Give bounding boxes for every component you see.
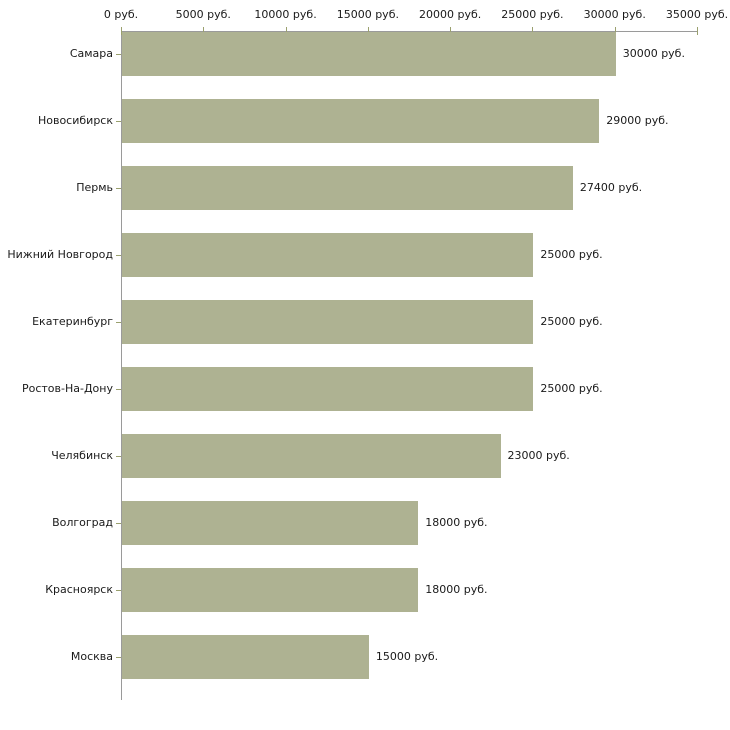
bar-row[interactable]: 18000 руб. Красноярск <box>45 568 697 612</box>
category-label: Ростов-На-Дону <box>21 382 113 395</box>
y-axis-tick <box>116 188 121 189</box>
bar-value-label: 23000 руб. <box>507 449 570 462</box>
category-label: Нижний Новгород <box>7 248 113 261</box>
bar-row[interactable]: 25000 руб. Ростов-На-Дону <box>22 367 697 411</box>
bar-value-label: 25000 руб. <box>540 315 603 328</box>
x-axis-tick-label: 30000 руб. <box>583 8 646 21</box>
y-axis-tick <box>116 389 121 390</box>
x-axis-tick <box>203 27 205 35</box>
x-axis-tick <box>285 27 287 35</box>
bar-row[interactable]: 23000 руб. Челябинск <box>51 434 697 478</box>
x-axis-tick <box>367 27 369 35</box>
bar-value-label: 30000 руб. <box>622 47 685 60</box>
x-axis-tick <box>532 27 534 35</box>
y-axis-tick <box>116 523 121 524</box>
bar[interactable] <box>122 568 419 612</box>
x-axis-tick-label: 15000 руб. <box>336 8 399 21</box>
y-axis-tick <box>116 255 121 256</box>
bar-value-label: 18000 руб. <box>425 583 488 596</box>
category-label: Москва <box>70 650 113 663</box>
bar-row[interactable]: 15000 руб. Москва <box>71 635 697 679</box>
bar[interactable] <box>122 501 419 545</box>
category-label: Екатеринбург <box>32 315 113 328</box>
category-label: Самара <box>69 47 113 60</box>
x-axis-tick <box>450 27 452 35</box>
y-axis-tick <box>116 590 121 591</box>
bar[interactable] <box>122 233 534 277</box>
y-axis-tick <box>116 657 121 658</box>
x-axis-tick-label: 10000 руб. <box>254 8 317 21</box>
bar-row[interactable]: 18000 руб. Волгоград <box>52 501 697 545</box>
x-axis-tick <box>614 27 616 35</box>
plot-area: 0 руб. 5000 руб. 10000 руб. 15000 руб. 20000… <box>7 9 728 700</box>
category-label: Челябинск <box>51 449 113 462</box>
y-axis-tick <box>116 121 121 122</box>
x-axis-tick <box>121 27 122 35</box>
x-axis-line <box>121 31 697 32</box>
bar-row[interactable]: 25000 руб. Екатеринбург <box>32 300 697 344</box>
bar-row[interactable]: 27400 руб. Пермь <box>76 166 697 210</box>
bar-value-label: 15000 руб. <box>375 650 439 663</box>
category-label: Новосибирск <box>37 114 113 127</box>
x-axis-tick-label: 0 руб. <box>103 8 139 21</box>
y-axis-line <box>121 31 122 700</box>
category-label: Красноярск <box>45 583 113 596</box>
bar-row[interactable]: 25000 руб. Нижний Новгород <box>7 233 697 277</box>
category-label: Пермь <box>76 181 113 194</box>
bar[interactable] <box>122 99 600 143</box>
x-axis-tick-label: 25000 руб. <box>501 8 564 21</box>
x-axis-tick-label: 35000 руб. <box>665 8 729 21</box>
y-axis-tick <box>116 322 121 323</box>
y-axis-tick <box>116 54 121 55</box>
bar-value-label: 27400 руб. <box>579 181 643 194</box>
x-axis-tick-label: 20000 руб. <box>419 8 482 21</box>
bar[interactable] <box>122 166 573 210</box>
bar[interactable] <box>122 300 534 344</box>
bar-row[interactable]: 29000 руб. Новосибирск <box>38 99 697 143</box>
bar-value-label: 18000 руб. <box>425 516 488 529</box>
category-label: Волгоград <box>52 516 113 529</box>
x-axis-tick-label: 5000 руб. <box>175 8 231 21</box>
bar-value-label: 29000 руб. <box>606 114 669 127</box>
bar[interactable] <box>122 367 534 411</box>
bar-value-label: 25000 руб. <box>540 382 603 395</box>
bar[interactable] <box>122 32 616 76</box>
y-axis-tick <box>116 456 121 457</box>
bar-row[interactable]: 30000 руб. Самара <box>70 32 697 76</box>
bar[interactable] <box>122 635 369 679</box>
bar-value-label: 25000 руб. <box>540 248 603 261</box>
bar[interactable] <box>122 434 501 478</box>
x-axis-tick <box>697 27 698 35</box>
